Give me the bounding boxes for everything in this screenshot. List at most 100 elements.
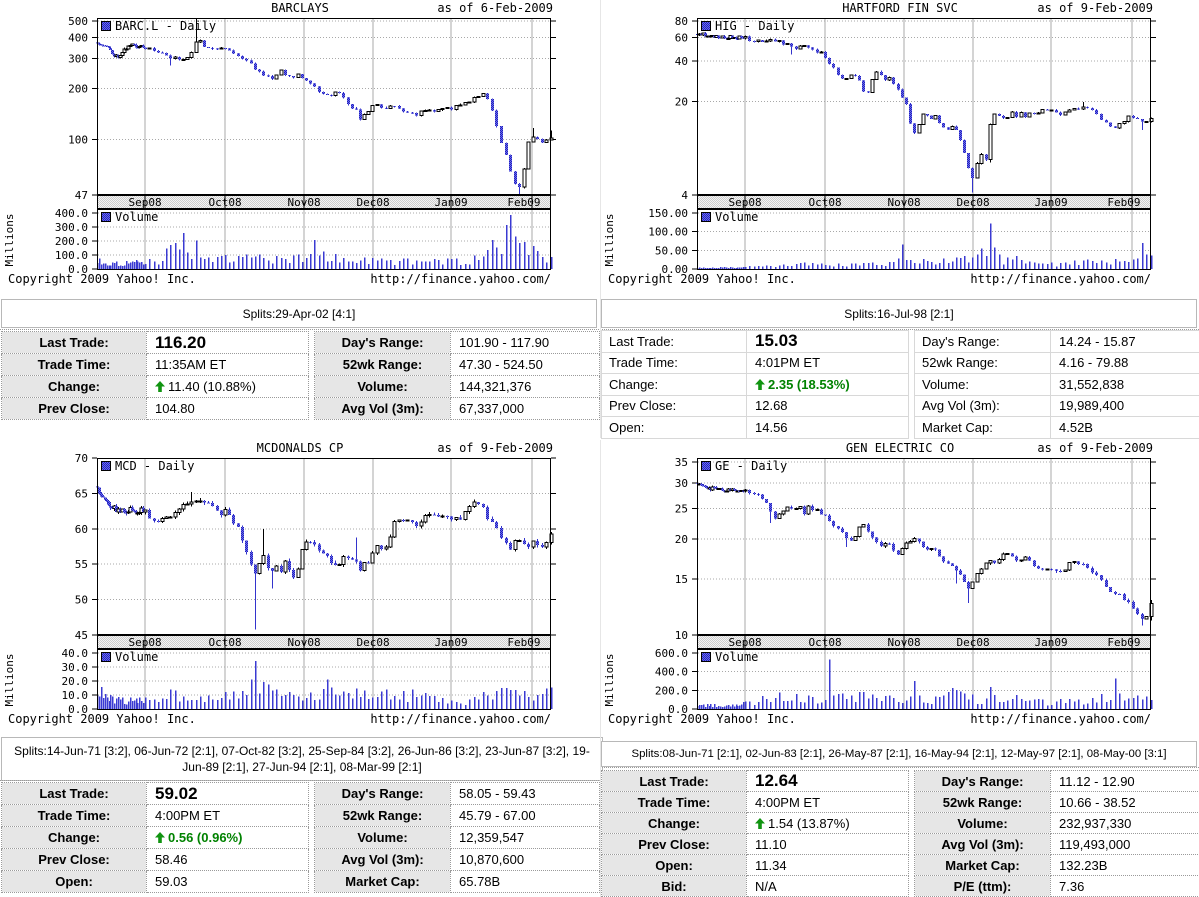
volume-axis-title: Millions [603, 214, 616, 267]
gridlines [92, 457, 556, 710]
quote-value-cell: 2.35 (18.53%) [746, 373, 909, 396]
volume-axis-tick: 0.0 [668, 703, 688, 716]
candlesticks [696, 480, 1154, 626]
quote-row: Day's Range: 101.90 - 117.90 [314, 331, 600, 354]
quote-row: P/E (ttm): 7.36 [914, 875, 1199, 897]
quote-value-cell: 11:35AM ET [146, 353, 309, 376]
quote-label-cell: 52wk Range: [914, 351, 1051, 374]
price-axis-tick: 15 [675, 573, 688, 586]
volume-bars [96, 661, 553, 709]
change-value: 0.56 (0.96%) [168, 830, 243, 845]
quote-row: Market Cap: 4.52B [914, 416, 1199, 439]
series-legend-icon [701, 461, 711, 471]
quote-row: Trade Time: 11:35AM ET [1, 353, 309, 376]
quote-label-cell: 52wk Range: [314, 804, 451, 827]
quote-label-cell: Market Cap: [914, 854, 1051, 876]
quote-label-cell: Prev Close: [601, 833, 747, 855]
quote-value-cell: 4:00PM ET [746, 791, 909, 813]
quote-row: Open: 59.03 [1, 870, 309, 893]
finance-url-text: http://finance.yahoo.com/ [970, 712, 1151, 726]
chart-gen-electric: GEN ELECTRIC CO as of 9-Feb-2009 35 30 25 20 1… [600, 440, 1199, 730]
month-axis-label: Dec08 [956, 636, 989, 649]
series-legend-label: GE - Daily [715, 459, 787, 473]
quote-value-cell: 19,989,400 [1050, 394, 1199, 417]
volume-axis-tick: 40.0 [62, 647, 89, 660]
price-axis-tick: 40 [675, 55, 688, 68]
quote-value-cell: 116.20 [146, 331, 309, 354]
month-axis-label: Sep08 [129, 636, 162, 649]
price-axis-tick: 20 [675, 95, 688, 108]
quote-label-cell: Last Trade: [601, 770, 747, 792]
quote-value-cell: 11.40 (10.88%) [146, 375, 309, 398]
volume-axis-tick: 20.0 [62, 675, 89, 688]
quote-value-cell: 144,321,376 [450, 375, 600, 398]
volume-legend-icon [701, 652, 711, 662]
quote-row: Avg Vol (3m): 19,989,400 [914, 394, 1199, 417]
volume-legend-label: Volume [115, 210, 158, 224]
divider-dotted [0, 780, 599, 781]
quote-value-cell: 65.78B [450, 870, 600, 893]
quote-value-cell: N/A [746, 875, 909, 897]
volume-axis-tick: 400.0 [655, 666, 688, 679]
quote-label-cell: Trade Time: [601, 351, 747, 374]
quote-row: Last Trade: 15.03 [601, 330, 909, 353]
quote-row: Last Trade: 116.20 [1, 331, 309, 354]
month-axis-label: Oct08 [808, 636, 841, 649]
volume-legend-label: Volume [715, 650, 758, 664]
chart-as-of-date: as of 9-Feb-2009 [1037, 441, 1153, 455]
series-legend-icon [101, 461, 111, 471]
price-axis-tick: 30 [675, 477, 688, 490]
quote-value-cell: 59.03 [146, 870, 309, 893]
divider-dotted [600, 767, 1199, 768]
series-legend-label: HIG - Daily [715, 19, 794, 33]
series-legend-icon [701, 21, 711, 31]
quote-label-cell: Day's Range: [914, 770, 1051, 792]
month-axis-label: Jan09 [1035, 196, 1068, 209]
quote-table-right-mcdonalds: Day's Range: 58.05 - 59.43 52wk Range: 45.7… [314, 782, 600, 893]
quote-label-cell: Day's Range: [314, 331, 451, 354]
volume-legend-label: Volume [115, 650, 158, 664]
quote-value-cell: 31,552,838 [1050, 373, 1199, 396]
quote-row: Change: 2.35 (18.53%) [601, 373, 909, 396]
month-axis-label: Feb09 [507, 636, 540, 649]
quote-value-cell: 45.79 - 67.00 [450, 804, 600, 827]
month-axis-label: Nov08 [287, 196, 320, 209]
splits-mcdonalds: Splits:14-Jun-71 [3:2], 06-Jun-72 [2:1],… [1, 737, 603, 781]
chart-barclays: BARCLAYS as of 6-Feb-2009 500 400 300 200 100 4… [0, 0, 600, 290]
price-axis-tick: 4 [681, 189, 688, 202]
price-axis-tick: 50 [75, 594, 88, 607]
volume-axis-tick: 10.0 [62, 689, 89, 702]
chart-svg-barclays: BARCLAYS as of 6-Feb-2009 500 400 300 200 100 4… [3, 1, 556, 286]
volume-legend-icon [101, 652, 111, 662]
quote-label-cell: Change: [1, 375, 147, 398]
quote-row: Last Trade: 59.02 [1, 782, 309, 805]
quote-label-cell: Trade Time: [601, 791, 747, 813]
price-axis-tick: 60 [675, 32, 688, 45]
quote-label-cell: Open: [1, 870, 147, 893]
quote-label-cell: Change: [601, 373, 747, 396]
quote-label-cell: Avg Vol (3m): [914, 833, 1051, 855]
volume-axis-title: Millions [3, 654, 16, 707]
series-legend-icon [101, 21, 111, 31]
quote-value-cell: 11.34 [746, 854, 909, 876]
month-axis-label: Nov08 [887, 196, 920, 209]
quote-value-cell: 232,937,330 [1050, 812, 1199, 834]
month-axis-label: Sep08 [129, 196, 162, 209]
quote-label-cell: Market Cap: [914, 416, 1051, 439]
month-axis-label: Oct08 [208, 636, 241, 649]
price-axis-tick: 25 [675, 502, 688, 515]
quote-value-cell: 10,870,600 [450, 848, 600, 871]
x-axis-band [97, 635, 551, 649]
divider-dotted [0, 329, 1199, 330]
price-axis-tick: 20 [675, 533, 688, 546]
volume-axis-tick: 100.0 [55, 249, 88, 262]
price-axis-tick: 65 [75, 487, 88, 500]
price-axis-tick: 70 [75, 452, 88, 465]
quote-value-cell: 59.02 [146, 782, 309, 805]
quote-label-cell: Change: [1, 826, 147, 849]
chart-svg-ge: GEN ELECTRIC CO as of 9-Feb-2009 35 30 25 20 1… [603, 441, 1156, 726]
quote-value-cell: 11.10 [746, 833, 909, 855]
candlesticks [96, 476, 554, 630]
gridlines [692, 19, 1156, 270]
volume-axis-tick: 200.0 [655, 684, 688, 697]
